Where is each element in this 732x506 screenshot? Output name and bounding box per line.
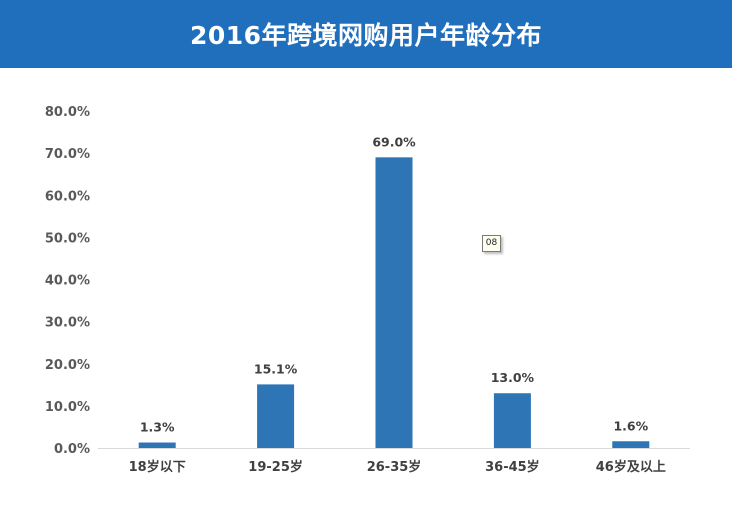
data-label: 69.0% <box>372 134 416 149</box>
y-tick-label: 20.0% <box>45 358 90 373</box>
y-tick-label: 70.0% <box>45 147 90 162</box>
bar-chart: 0.0% 10.0% 20.0% 30.0% 40.0% 50.0% 60.0% 70.0% 8… <box>45 105 690 475</box>
data-label: 1.6% <box>613 418 648 433</box>
x-tick-label: 36-45岁 <box>485 459 540 475</box>
y-tick-label: 40.0% <box>45 274 90 289</box>
bar <box>493 393 531 448</box>
bar <box>612 441 650 448</box>
page-marker-badge: 08 <box>482 235 501 252</box>
x-tick-label: 19-25岁 <box>248 459 303 475</box>
x-tick-label: 26-35岁 <box>367 459 422 475</box>
chart-title-banner: 2016年跨境网购用户年龄分布 <box>0 0 732 68</box>
bar <box>257 384 295 448</box>
chart-title: 2016年跨境网购用户年龄分布 <box>189 21 543 50</box>
data-label: 1.3% <box>140 420 175 435</box>
y-tick-label: 10.0% <box>45 400 90 415</box>
bar <box>138 442 176 448</box>
y-tick-label: 80.0% <box>45 105 90 120</box>
y-tick-label: 50.0% <box>45 231 90 246</box>
bar <box>375 157 413 448</box>
y-tick-label: 30.0% <box>45 316 90 331</box>
x-tick-label: 46岁及以上 <box>596 459 666 475</box>
y-tick-label: 60.0% <box>45 189 90 204</box>
data-label: 13.0% <box>491 370 535 385</box>
y-tick-label: 0.0% <box>54 442 90 457</box>
data-label: 15.1% <box>254 361 298 376</box>
x-tick-label: 18岁以下 <box>129 459 186 475</box>
